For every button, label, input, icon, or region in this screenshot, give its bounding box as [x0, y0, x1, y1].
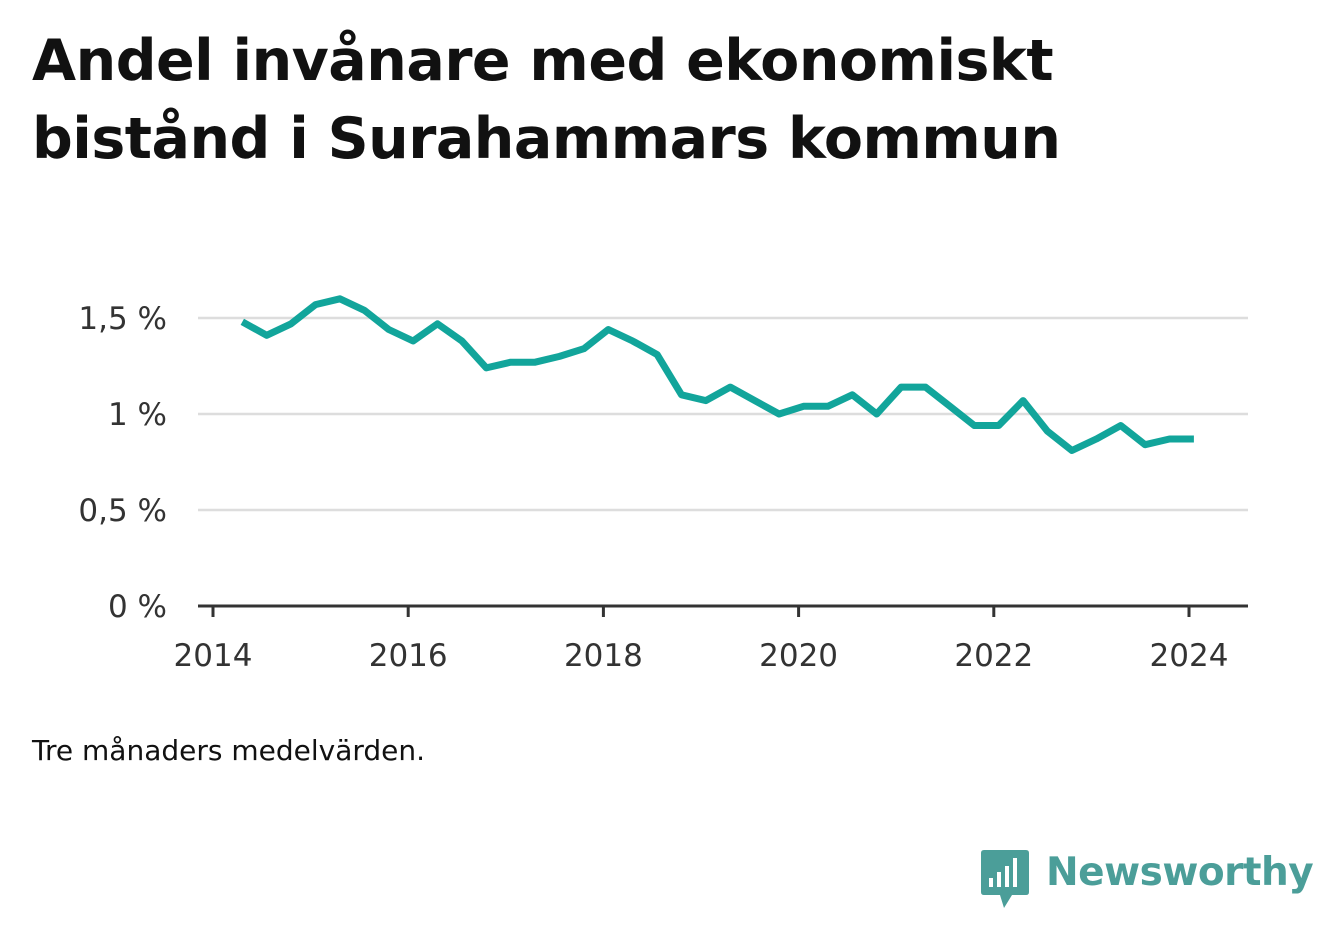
x-tick-label: 2024 [1150, 638, 1229, 674]
x-tick-label: 2018 [564, 638, 643, 674]
line-chart: 0 % 0,5 % 1 % 1,5 % 2014 2016 2018 2020 2022 202… [0, 0, 1322, 939]
y-tick-label: 1 % [108, 397, 167, 433]
brand-name: Newsworthy [1046, 848, 1313, 898]
x-axis-tick-labels: 2014 2016 2018 2020 2022 2024 [174, 638, 1229, 674]
bar-chart-speech-bubble-icon [980, 848, 1030, 910]
x-tick-label: 2022 [954, 638, 1033, 674]
y-tick-label: 0 % [108, 589, 167, 625]
chart-note: Tre månaders medelvärden. [32, 733, 425, 769]
y-axis-tick-labels: 0 % 0,5 % 1 % 1,5 % [78, 301, 167, 625]
series-layer [242, 299, 1194, 451]
brand-logo[interactable]: Newsworthy [980, 848, 1313, 912]
series-line [242, 299, 1194, 451]
x-axis [198, 606, 1248, 617]
gridlines [198, 318, 1248, 510]
x-tick-label: 2020 [759, 638, 838, 674]
x-tick-label: 2014 [174, 638, 253, 674]
y-tick-label: 1,5 % [78, 301, 167, 337]
x-tick-label: 2016 [369, 638, 448, 674]
y-tick-label: 0,5 % [78, 493, 167, 529]
